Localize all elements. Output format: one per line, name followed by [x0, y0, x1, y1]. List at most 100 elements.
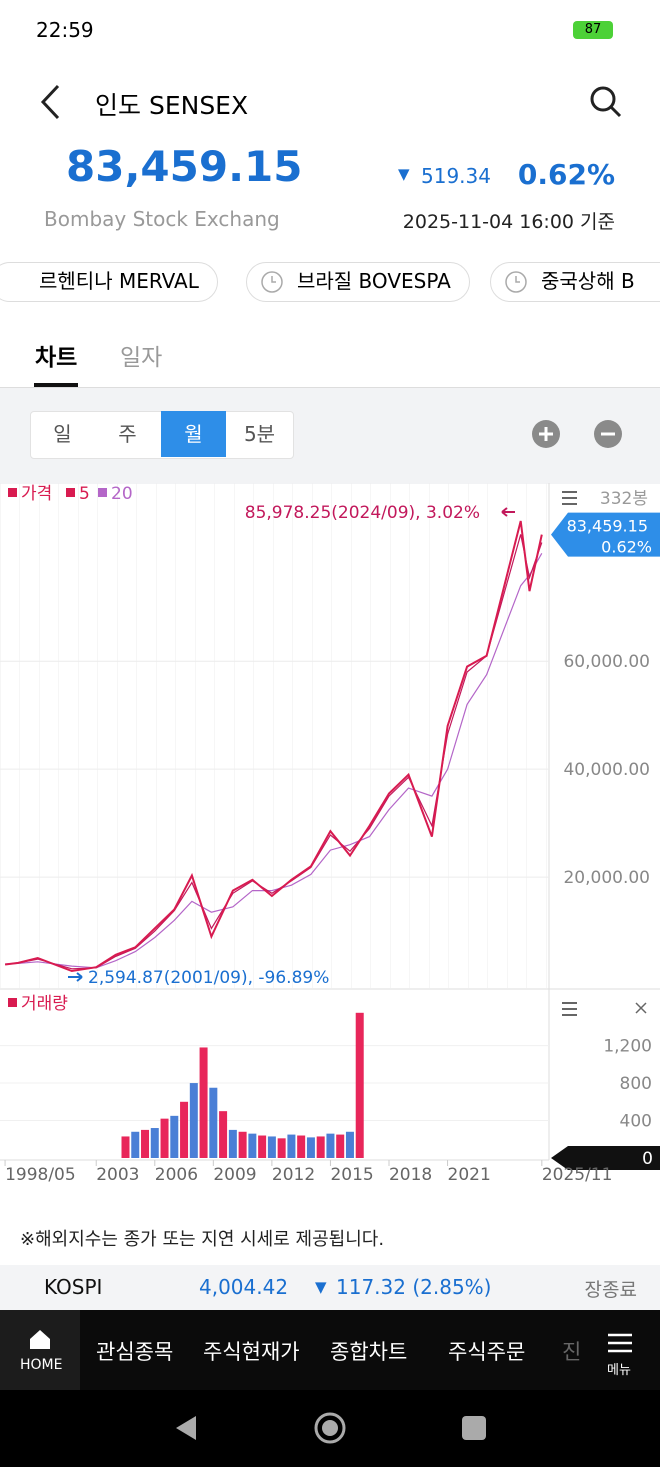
- y-tick-label: 40,000.00: [563, 760, 650, 780]
- home-button[interactable]: [0, 1310, 80, 1390]
- change-pct: 0.62%: [517, 158, 615, 191]
- min-arrow: [68, 972, 83, 982]
- y-tick-label: 20,000.00: [563, 868, 650, 888]
- clock-icon: [505, 271, 527, 293]
- menu-label: 메뉴: [607, 1363, 631, 1378]
- volume-bar: [170, 1115, 179, 1158]
- current-volume-tag: [551, 1146, 660, 1170]
- nav-item[interactable]: 종합차트: [330, 1340, 408, 1364]
- legend-label: 20: [111, 484, 133, 504]
- legend-label: 가격: [21, 484, 52, 504]
- bar-count: 332봉: [600, 489, 648, 509]
- volume-bar: [277, 1138, 286, 1158]
- plot-background: [0, 483, 549, 988]
- ticker-name: KOSPI: [44, 1275, 103, 1299]
- menu-icon: [608, 1333, 632, 1353]
- volume-bar: [189, 1083, 198, 1158]
- period-button[interactable]: 5분: [243, 422, 276, 446]
- ticker-bar[interactable]: [0, 1265, 660, 1310]
- back-button[interactable]: [38, 84, 64, 120]
- nav-item[interactable]: 주식주문: [448, 1340, 526, 1364]
- volume-bar: [150, 1128, 159, 1158]
- chip-label: 브라질 BOVESPA: [297, 269, 451, 293]
- volume-bar: [248, 1133, 257, 1158]
- volume-bar: [121, 1136, 130, 1158]
- menu-icon[interactable]: [562, 491, 577, 505]
- ticker-price: 4,004.42: [199, 1275, 289, 1299]
- max-arrow: [501, 507, 515, 517]
- battery: 87: [573, 21, 613, 39]
- tab-underline: [34, 383, 78, 387]
- current-price-tag: [551, 512, 660, 557]
- volume-bar: [345, 1131, 354, 1158]
- period-button[interactable]: 월: [161, 411, 226, 457]
- legend-swatch: [98, 488, 107, 497]
- y-tick-label: 60,000.00: [563, 652, 650, 672]
- chip-label: 중국상해 B: [541, 269, 635, 293]
- legend-swatch: [8, 488, 17, 497]
- min-annotation: 2,594.87(2001/09), -96.89%: [88, 968, 329, 988]
- footer-note: ※해외지수는 종가 또는 지연 시세로 제공됩니다.: [20, 1229, 385, 1250]
- index-chip[interactable]: 중국상해 B: [490, 262, 660, 302]
- x-tick-label: 2018: [389, 1165, 432, 1185]
- x-tick-label: 2003: [96, 1165, 139, 1185]
- volume-bar: [297, 1135, 306, 1158]
- volume-bar: [160, 1118, 169, 1158]
- x-tick-label: 2025/11: [542, 1165, 613, 1185]
- volume-bar: [306, 1137, 315, 1158]
- period-button[interactable]: 주: [118, 422, 137, 446]
- close-icon[interactable]: [635, 1002, 647, 1014]
- time: 22:59: [36, 18, 94, 42]
- period-button[interactable]: 일: [53, 422, 72, 446]
- nav-item[interactable]: 관심종목: [96, 1340, 174, 1364]
- page-title: 인도 SENSEX: [95, 91, 249, 120]
- current-volume: 0: [642, 1149, 653, 1169]
- x-tick-label: 2015: [330, 1165, 373, 1185]
- volume-bar: [267, 1136, 276, 1158]
- x-tick-label: 2009: [213, 1165, 256, 1185]
- search-button[interactable]: [588, 84, 624, 120]
- volume-bar: [131, 1131, 140, 1158]
- home-icon: [30, 1330, 50, 1349]
- chart: 가격 5 20 332봉 85,978.25(2024/09), 3.02% 2…: [0, 483, 660, 1185]
- system-buttons[interactable]: [170, 1408, 490, 1448]
- volume-bar: [326, 1133, 335, 1158]
- price: 83,459.15: [66, 142, 303, 191]
- volume-bar: [219, 1111, 228, 1158]
- volume-bar: [180, 1101, 189, 1158]
- price-line: [4, 520, 543, 973]
- menu-icon[interactable]: [562, 1002, 577, 1016]
- down-arrow: ▼: [315, 1278, 327, 1296]
- volume-bar: [316, 1136, 325, 1158]
- tab[interactable]: 차트: [35, 345, 78, 371]
- timestamp: 2025-11-04 16:00 기준: [402, 211, 615, 233]
- down-arrow: ▼: [398, 165, 410, 183]
- current-price: 83,459.15: [567, 517, 648, 536]
- nav-item[interactable]: 주식현재가: [203, 1340, 300, 1364]
- x-tick-label: 2021: [448, 1165, 491, 1185]
- index-chip[interactable]: 브라질 BOVESPA: [246, 262, 470, 302]
- volume-bar: [228, 1129, 237, 1158]
- max-annotation: 85,978.25(2024/09), 3.02%: [245, 503, 480, 523]
- volume-bar: [141, 1129, 150, 1158]
- volume-bar: [238, 1131, 247, 1158]
- volume-bar: [199, 1047, 208, 1158]
- volume-bar: [355, 1012, 364, 1158]
- volume-bar: [287, 1134, 296, 1158]
- legend-swatch: [66, 488, 75, 497]
- x-tick-label: 2006: [155, 1165, 198, 1185]
- tab[interactable]: 일자: [120, 345, 163, 371]
- zoom-buttons[interactable]: [531, 419, 623, 449]
- current-pct: 0.62%: [601, 538, 652, 557]
- ticker-status: 장종료: [584, 1279, 637, 1301]
- ticker-change: 117.32 (2.85%): [336, 1275, 492, 1299]
- nav-item[interactable]: 진: [562, 1340, 582, 1364]
- y-tick-label: 400: [620, 1112, 652, 1132]
- change: 519.34: [421, 164, 491, 188]
- x-tick-label: 2012: [272, 1165, 315, 1185]
- volume-bar: [258, 1135, 267, 1158]
- nav-bar: [0, 1310, 660, 1390]
- y-tick-label: 1,200: [603, 1037, 652, 1057]
- home-label: HOME: [20, 1357, 63, 1373]
- index-chip[interactable]: 르헨티나 MERVAL: [0, 262, 218, 302]
